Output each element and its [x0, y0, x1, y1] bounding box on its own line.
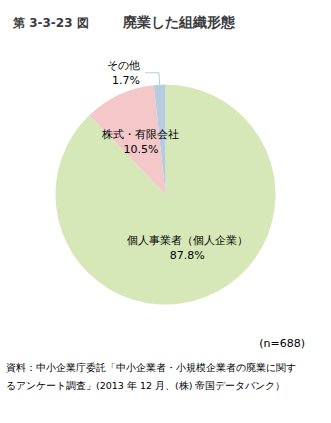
svg-text:(n=688): (n=688)	[259, 337, 305, 350]
svg-text:株式・有限会社: 株式・有限会社	[101, 128, 179, 141]
svg-text:廃業した組織形態: 廃業した組織形態	[122, 14, 236, 30]
svg-text:10.5%: 10.5%	[123, 143, 158, 156]
svg-text:個人事業者（個人企業）: 個人事業者（個人企業）	[127, 234, 248, 247]
svg-text:第 3-3-23 図: 第 3-3-23 図	[12, 16, 89, 30]
svg-text:87.8%: 87.8%	[170, 249, 205, 262]
svg-text:1.7%: 1.7%	[112, 74, 140, 87]
svg-text:るアンケート調査」(2013 年 12 月、(株) 帝国デー: るアンケート調査」(2013 年 12 月、(株) 帝国データバンク）	[6, 380, 285, 391]
svg-text:資料：中小企業庁委託「中小企業者・小規模企業者の廃業に関す: 資料：中小企業庁委託「中小企業者・小規模企業者の廃業に関す	[6, 362, 296, 373]
svg-text:その他: その他	[107, 59, 140, 72]
